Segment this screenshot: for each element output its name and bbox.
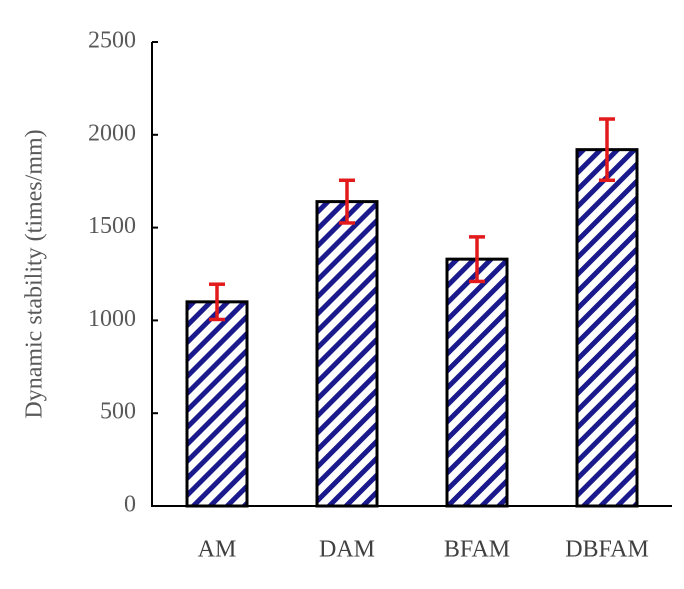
y-tick-label: 1000 (88, 306, 136, 332)
y-tick-label: 2500 (88, 28, 136, 54)
bar (575, 148, 639, 508)
y-tick-label: 1500 (88, 213, 136, 239)
x-tick-label: DBFAM (565, 537, 649, 563)
y-axis-label: Dynamic stability (times/mm) (22, 129, 48, 418)
bar (445, 257, 509, 508)
bar (315, 200, 379, 508)
x-tick-label: AM (198, 537, 237, 563)
y-tick-label: 500 (100, 399, 136, 425)
error-bar (339, 178, 355, 225)
error-bar (469, 235, 485, 284)
y-tick-label: 0 (124, 492, 136, 518)
bar (185, 300, 249, 508)
error-bar (209, 282, 225, 322)
x-tick-label: DAM (319, 537, 375, 563)
error-bar (599, 117, 615, 183)
y-tick-label: 2000 (88, 120, 136, 146)
x-tick-label: BFAM (444, 537, 510, 563)
